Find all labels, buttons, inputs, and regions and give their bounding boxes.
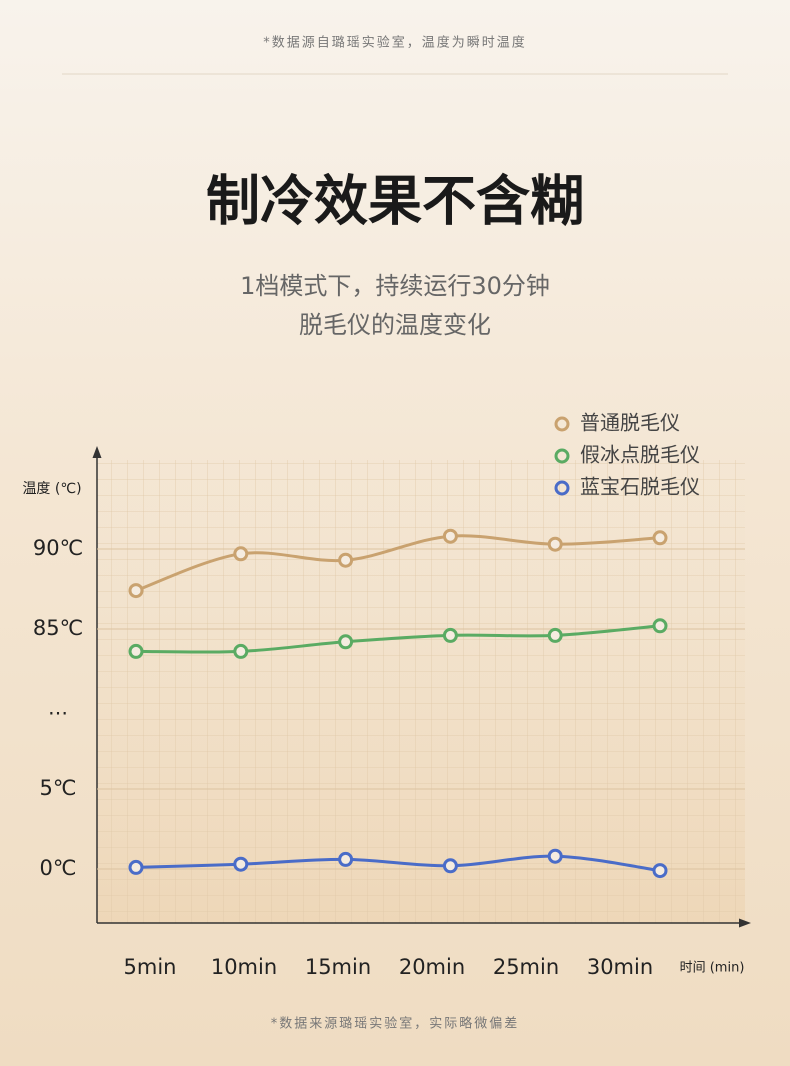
point: [233, 546, 249, 562]
point: [338, 851, 354, 867]
x-tick-label: 15min: [305, 955, 371, 979]
legend-label: 普通脱毛仪: [580, 411, 680, 435]
legend-label: 假冰点脱毛仪: [580, 443, 700, 467]
point: [442, 528, 458, 544]
point: [547, 536, 563, 552]
point: [338, 552, 354, 568]
point: [442, 858, 458, 874]
legend-marker: [554, 480, 570, 496]
x-tick-label: 10min: [211, 955, 277, 979]
axis-break: …: [48, 696, 68, 720]
y-tick-label: 5℃: [40, 776, 77, 800]
x-tick-label: 30min: [587, 955, 653, 979]
point: [338, 634, 354, 650]
top-note: *数据源自璐瑶实验室，温度为瞬时温度: [263, 35, 527, 51]
point: [128, 643, 144, 659]
y-axis-label: 温度 (℃): [22, 481, 81, 497]
point: [547, 848, 563, 864]
title: 制冷效果不含糊: [206, 170, 584, 233]
point: [652, 863, 668, 879]
point: [652, 618, 668, 634]
y-tick-label: 85℃: [33, 616, 83, 640]
point: [233, 643, 249, 659]
legend-label: 蓝宝石脱毛仪: [580, 475, 700, 499]
plot-grid: [97, 460, 745, 923]
y-tick-label: 0℃: [40, 856, 77, 880]
legend-marker: [554, 448, 570, 464]
point: [652, 530, 668, 546]
point: [128, 859, 144, 875]
point: [442, 627, 458, 643]
x-tick-label: 5min: [124, 955, 177, 979]
subtitle: 1档模式下，持续运行30分钟: [240, 272, 550, 300]
line: [135, 624, 661, 654]
legend-marker: [554, 416, 570, 432]
point: [233, 856, 249, 872]
y-tick-label: 90℃: [33, 536, 83, 560]
line: [135, 854, 661, 873]
point: [128, 583, 144, 599]
subtitle: 脱毛仪的温度变化: [299, 311, 491, 339]
x-axis-label: 时间 (min): [680, 961, 745, 976]
x-tick-label: 25min: [493, 955, 559, 979]
x-tick-label: 20min: [399, 955, 465, 979]
point: [547, 627, 563, 643]
footer-note: *数据来源璐瑶实验室，实际略微偏差: [271, 1016, 520, 1032]
line: [135, 534, 661, 593]
